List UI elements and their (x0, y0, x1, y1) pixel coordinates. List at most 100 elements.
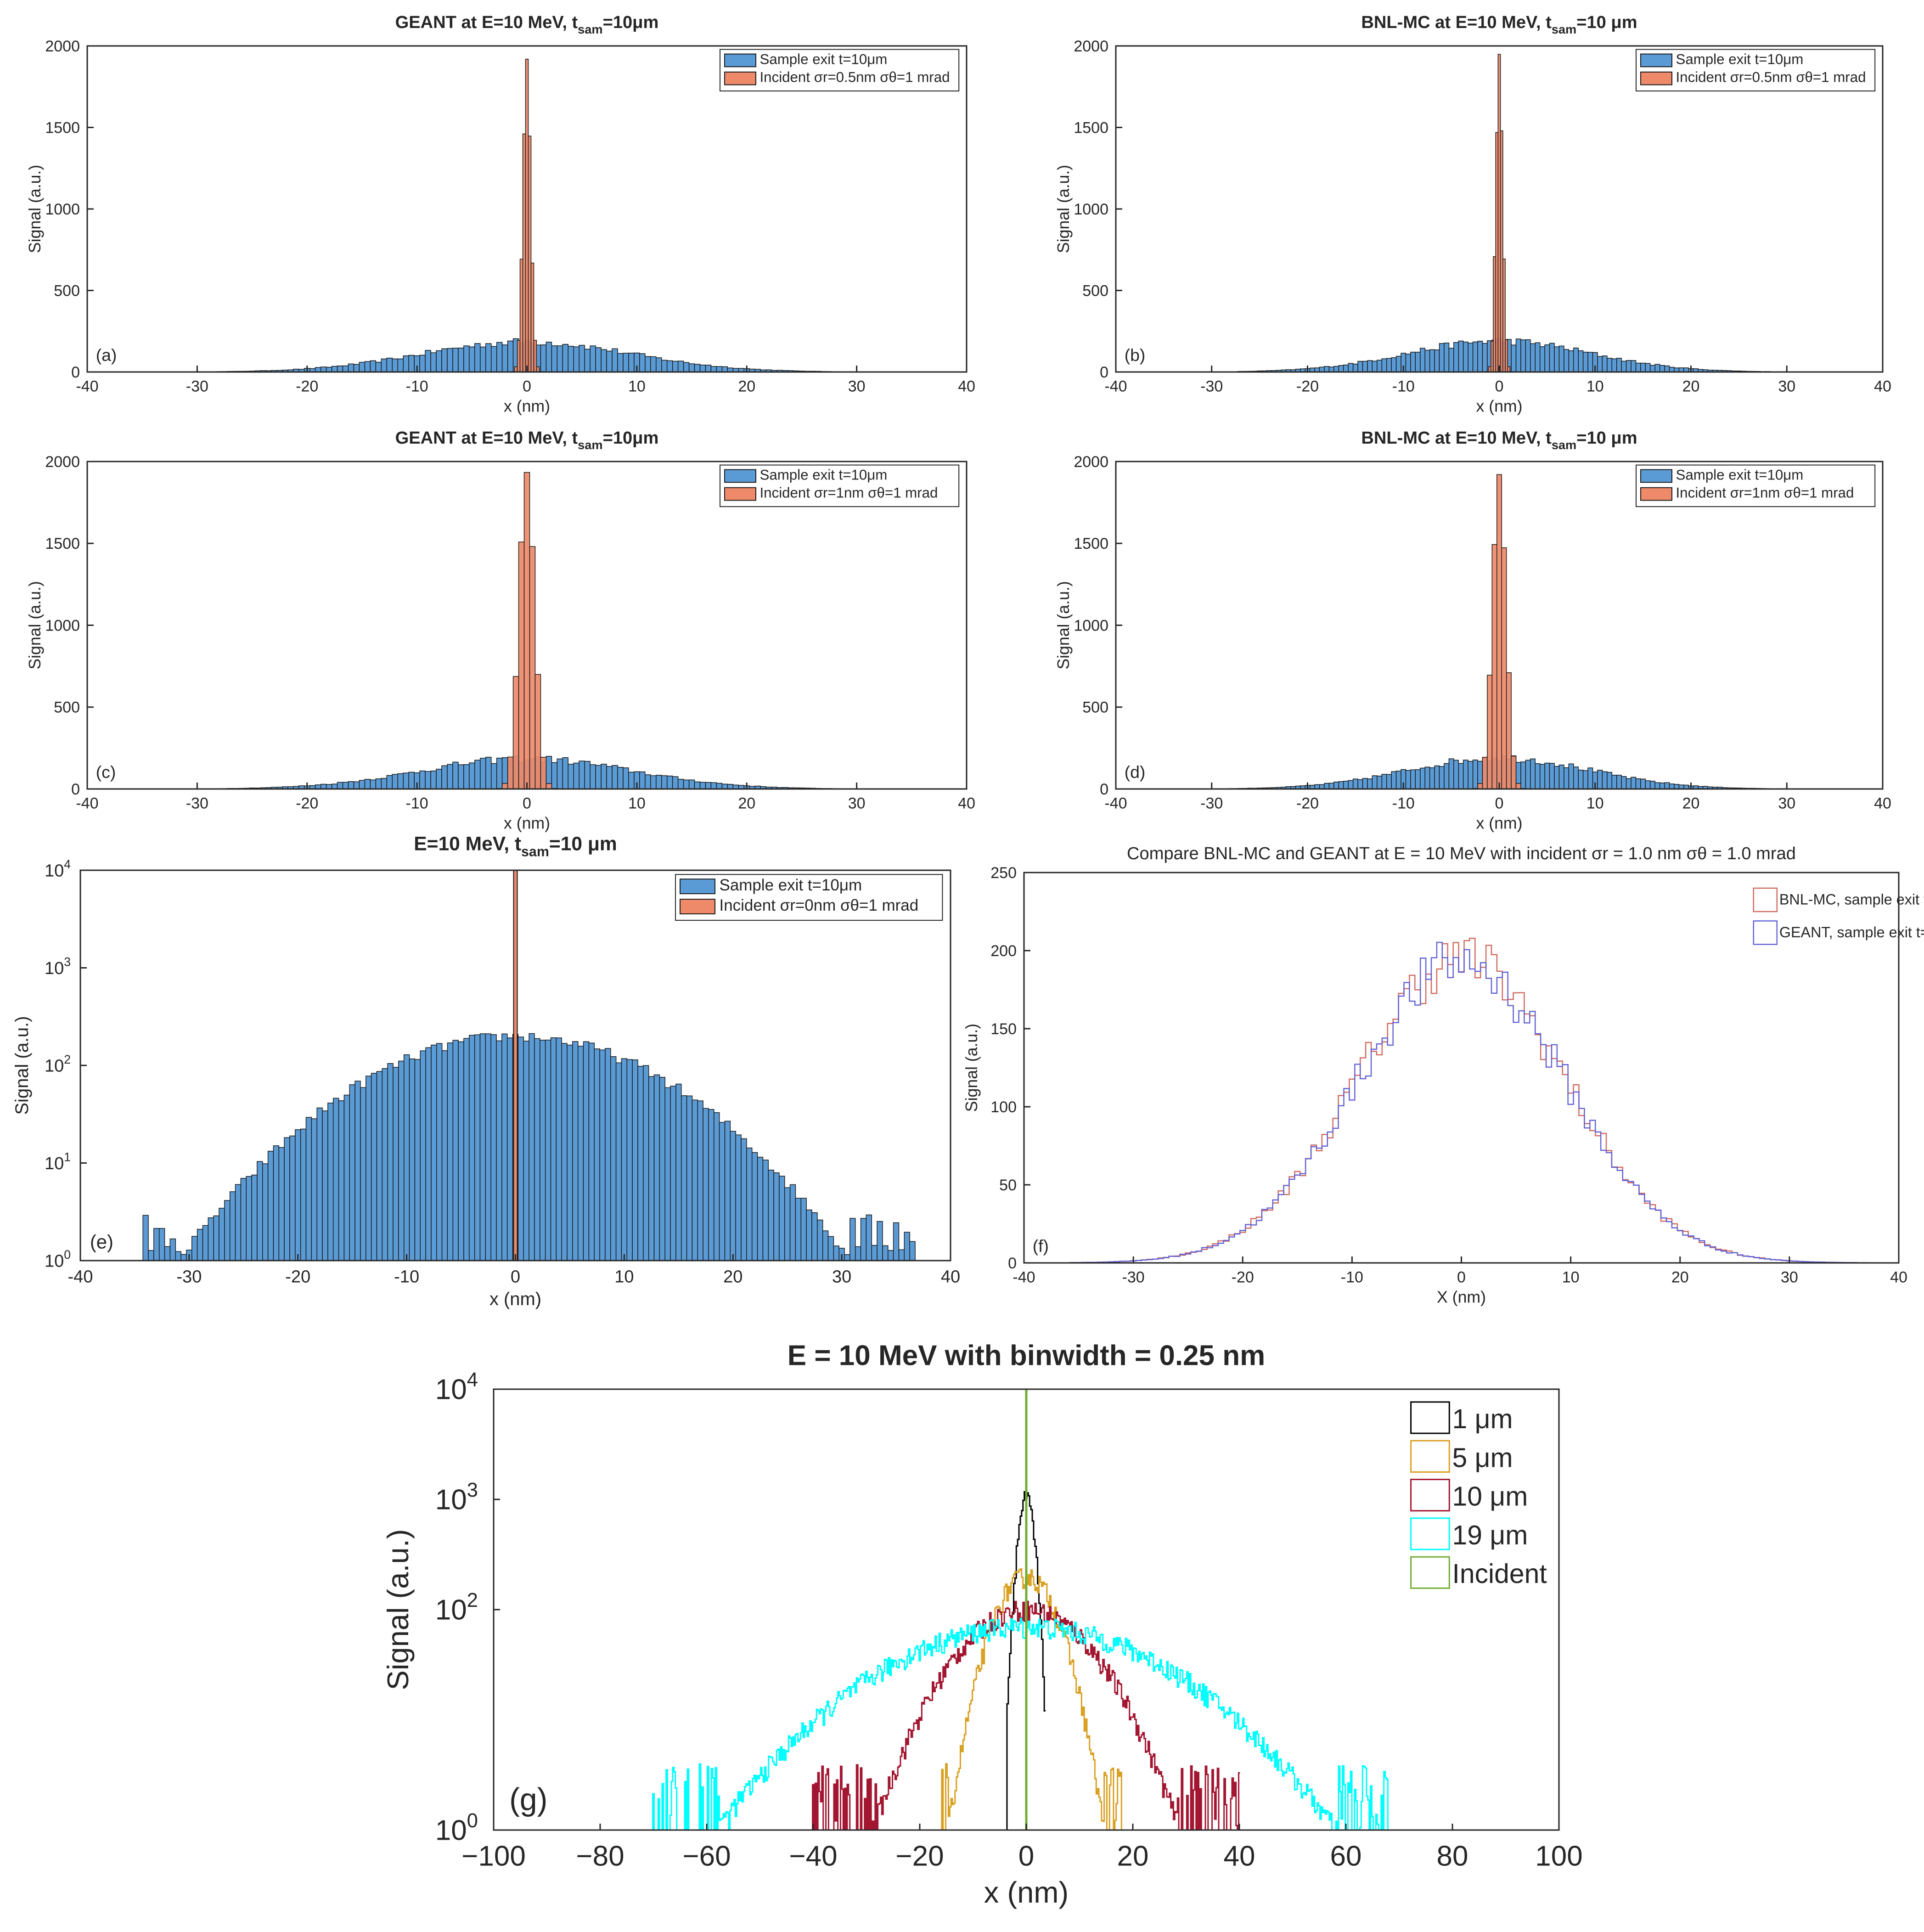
bar-e (730, 1131, 736, 1261)
bar-e (311, 1118, 317, 1261)
bar-e (697, 1100, 703, 1261)
bar-d (1631, 777, 1637, 789)
bar-e (605, 1048, 611, 1261)
bar-b (1568, 350, 1574, 372)
x-tick-label-g: −100 (461, 1841, 526, 1872)
x-tick-label-f: -20 (1232, 1269, 1254, 1286)
bar-e (751, 1152, 758, 1261)
bar-c (419, 770, 426, 789)
bar-e (441, 1050, 448, 1261)
y-tick-label-e: 103 (45, 955, 71, 978)
legend-d (1636, 464, 1876, 507)
bar-e (197, 1228, 203, 1261)
bar-e (626, 1059, 633, 1261)
bar-d (1511, 755, 1517, 789)
bar-d (1343, 781, 1349, 789)
bar-a (359, 362, 366, 372)
bar-e (768, 1169, 774, 1261)
bar-c (650, 775, 657, 789)
bar-b (1343, 364, 1349, 372)
x-tick-label-b: 0 (1495, 378, 1504, 395)
bar-c (425, 771, 431, 789)
y-tick-label-a: 1500 (45, 119, 80, 136)
x-tick-label-a: -30 (186, 378, 208, 395)
bar-e (871, 1245, 878, 1261)
bar-d (1328, 783, 1334, 789)
bar-d (1578, 770, 1584, 789)
bar-e (148, 1250, 154, 1261)
bar-a (501, 344, 508, 372)
bar-b (1495, 132, 1499, 372)
y-tick-label-b: 1000 (1074, 201, 1108, 218)
bar-c (666, 775, 673, 789)
bar-a (551, 345, 558, 372)
legend-swatch-b (1640, 71, 1672, 85)
bar-d (1405, 770, 1411, 789)
bar-d (1635, 778, 1641, 789)
bar-e (692, 1099, 698, 1261)
bar-d (1410, 769, 1416, 789)
bar-c (699, 782, 706, 789)
x-tick-label-e: -10 (394, 1267, 419, 1287)
bar-a (522, 133, 526, 372)
bar-c (595, 765, 602, 789)
bar-e (142, 1215, 149, 1261)
x-tick-label-g: 20 (1117, 1841, 1149, 1872)
bar-b (1490, 341, 1494, 372)
bar-e (529, 1033, 535, 1261)
y-tick-label-g: 104 (435, 1369, 478, 1406)
y-tick-label-c: 500 (54, 699, 80, 716)
y-axis-label-e: Signal (a.u.) (12, 1016, 32, 1115)
series-c-1 (490, 472, 563, 789)
bar-e (376, 1071, 383, 1261)
bar-e (224, 1200, 231, 1261)
x-tick-label-c: 20 (738, 795, 755, 812)
x-tick-label-d: -40 (1104, 795, 1127, 812)
y-tick-label-d: 1000 (1074, 617, 1108, 634)
panel-label-c: (c) (96, 762, 116, 782)
bar-e (615, 1062, 622, 1261)
bar-a (672, 360, 679, 372)
bar-c (534, 674, 541, 789)
bar-e (561, 1043, 568, 1261)
bar-e (202, 1225, 209, 1261)
bar-e (610, 1056, 617, 1261)
bar-e (534, 1038, 540, 1261)
bar-e (784, 1187, 791, 1261)
x-tick-label-g: −40 (789, 1841, 837, 1872)
legend-entry-f: BNL-MC, sample exit t=10μm (1779, 891, 1924, 908)
bar-c (403, 772, 409, 789)
bar-e (664, 1087, 671, 1261)
bar-b (1631, 360, 1637, 372)
bar-e (523, 1041, 529, 1261)
series-a-0 (183, 338, 849, 372)
bar-c (469, 762, 475, 789)
chart-title-d: BNL-MC at E=10 MeV, tsam=10 μm (1361, 428, 1637, 452)
bar-a (562, 344, 569, 372)
bar-d (1626, 778, 1631, 789)
bar-a (386, 357, 393, 372)
bar-e (425, 1047, 432, 1261)
legend-entry-g: 1 μm (1452, 1404, 1513, 1434)
bar-e (496, 1040, 502, 1261)
x-tick-label-a: 0 (523, 378, 531, 395)
bar-b (1477, 341, 1483, 372)
bar-e (153, 1228, 160, 1261)
bar-c (546, 783, 552, 789)
legend-swatch-e (680, 879, 715, 895)
bar-e (567, 1044, 573, 1261)
bar-c (683, 779, 690, 789)
bar-e (513, 870, 518, 1261)
legend-entry-g: 19 μm (1452, 1521, 1528, 1550)
y-tick-label-d: 1500 (1074, 535, 1108, 552)
bar-c (694, 781, 701, 789)
bar-d (1381, 774, 1387, 789)
bar-c (512, 676, 519, 789)
legend-entry-c: Sample exit t=10μm (760, 467, 888, 483)
bar-a (342, 365, 349, 372)
legend-e (675, 874, 943, 921)
y-tick-label-d: 0 (1100, 781, 1108, 798)
bar-c (573, 762, 579, 789)
x-tick-label-g: 100 (1535, 1841, 1582, 1872)
legend-entry-e: Incident σr=0nm σθ=1 mrad (720, 896, 919, 914)
